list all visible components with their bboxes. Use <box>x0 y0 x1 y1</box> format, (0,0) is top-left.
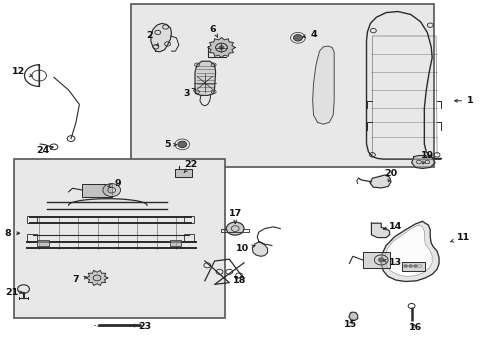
Text: 8: 8 <box>4 229 20 238</box>
Bar <box>184 216 194 223</box>
Polygon shape <box>86 270 108 285</box>
Circle shape <box>219 46 224 49</box>
Bar <box>82 184 112 197</box>
Circle shape <box>294 35 302 41</box>
Bar <box>175 169 192 177</box>
Text: 18: 18 <box>233 276 247 284</box>
Bar <box>363 252 390 268</box>
Bar <box>184 234 194 241</box>
Polygon shape <box>349 312 358 320</box>
Bar <box>170 240 181 246</box>
Text: 24: 24 <box>36 146 53 155</box>
Bar <box>175 169 192 177</box>
Polygon shape <box>195 61 216 95</box>
Text: 19: 19 <box>420 151 434 164</box>
Bar <box>170 240 181 246</box>
Bar <box>131 4 434 167</box>
Bar <box>27 234 37 241</box>
Text: 9: 9 <box>108 179 121 188</box>
Bar <box>363 252 390 268</box>
Text: 2: 2 <box>146 31 159 46</box>
Circle shape <box>178 141 187 148</box>
Bar <box>402 262 425 271</box>
Polygon shape <box>151 23 171 52</box>
Text: 16: 16 <box>409 323 422 332</box>
Polygon shape <box>381 221 439 282</box>
Polygon shape <box>371 223 390 238</box>
Text: 5: 5 <box>164 140 177 149</box>
Bar <box>82 184 112 197</box>
Bar <box>27 216 37 223</box>
Circle shape <box>378 258 384 262</box>
Circle shape <box>409 265 413 267</box>
Bar <box>37 240 49 246</box>
Text: 4: 4 <box>303 30 317 39</box>
Text: 22: 22 <box>184 161 198 172</box>
Text: 10: 10 <box>236 244 255 253</box>
Polygon shape <box>208 37 235 58</box>
Bar <box>402 262 425 271</box>
Text: 21: 21 <box>5 288 23 297</box>
Text: 17: 17 <box>228 209 242 223</box>
Text: 3: 3 <box>183 88 195 98</box>
Text: 15: 15 <box>344 320 357 329</box>
Circle shape <box>404 265 408 267</box>
Text: 7: 7 <box>73 274 87 284</box>
Bar <box>14 159 225 318</box>
Text: 6: 6 <box>210 25 218 37</box>
Bar <box>37 240 49 246</box>
Circle shape <box>103 184 121 197</box>
Polygon shape <box>313 46 334 124</box>
Polygon shape <box>252 242 268 256</box>
Text: 12: 12 <box>12 68 32 77</box>
Text: 13: 13 <box>383 258 402 266</box>
Text: 23: 23 <box>132 323 151 331</box>
Text: 14: 14 <box>383 222 403 231</box>
Text: 1: 1 <box>455 96 474 105</box>
Text: 20: 20 <box>385 169 397 182</box>
Circle shape <box>226 222 244 235</box>
Circle shape <box>414 265 417 267</box>
Text: 11: 11 <box>451 233 470 242</box>
Polygon shape <box>385 225 432 276</box>
Polygon shape <box>412 156 435 168</box>
Circle shape <box>91 322 98 327</box>
Polygon shape <box>370 175 391 188</box>
